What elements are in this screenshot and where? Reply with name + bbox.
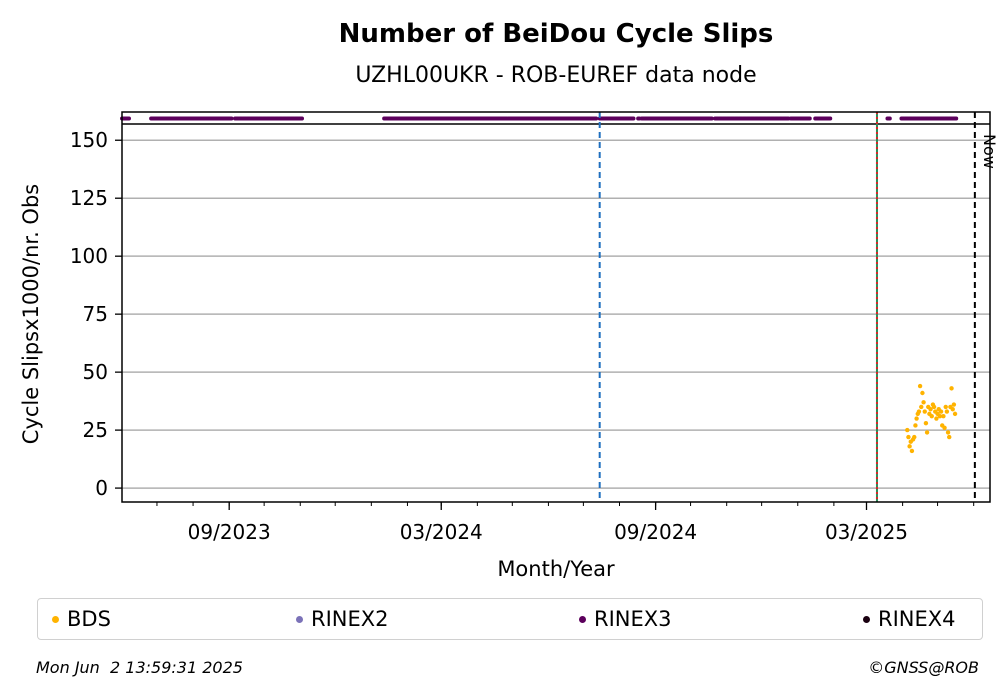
data-point-bds (917, 383, 923, 389)
legend-marker-rinex2 (296, 615, 303, 623)
data-point-bds (942, 425, 947, 430)
chart-subtitle: UZHL00UKR - ROB-EUREF data node (355, 63, 756, 88)
data-point-bds (906, 434, 911, 440)
data-point-bds (907, 444, 912, 449)
data-point-bds (941, 413, 946, 419)
data-point-bds (943, 404, 948, 410)
y-tick-label: 150 (70, 128, 108, 152)
legend-marker-bds (52, 615, 59, 623)
legend-label-bds: BDS (67, 607, 111, 631)
legend-item-bds: BDS (52, 599, 111, 639)
data-point-bds (928, 407, 933, 412)
footer-timestamp: Mon Jun 2 13:59:31 2025 (36, 658, 243, 677)
axes-frame (121, 111, 991, 503)
y-tick-label: 0 (95, 476, 108, 500)
data-point-bds (922, 409, 927, 414)
x-tick-label: 09/2024 (614, 520, 697, 544)
data-point-bds (909, 448, 915, 454)
x-tick-label: 03/2025 (825, 520, 908, 544)
y-tick-label: 100 (70, 244, 108, 268)
x-axis-label: Month/Year (497, 557, 615, 581)
legend-label-rinex3: RINEX3 (594, 607, 672, 631)
data-point-bds (924, 430, 930, 435)
data-point-bds (938, 409, 944, 414)
data-point-bds (923, 420, 929, 426)
data-point-bds (920, 390, 925, 396)
legend-item-rinex2: RINEX2 (296, 599, 389, 639)
x-tick-label: 09/2023 (188, 520, 271, 544)
y-tick-label: 25 (83, 418, 108, 442)
data-point-bds (952, 411, 958, 417)
data-point-bds (916, 409, 922, 414)
data-point-bds (913, 423, 918, 428)
y-axis-label: Cycle Slipsx1000/nr. Obs (19, 184, 43, 444)
y-tick-label: 125 (70, 186, 108, 210)
data-point-bds (929, 413, 934, 419)
data-point-bds (905, 427, 910, 433)
y-tick-label: 75 (83, 302, 108, 326)
data-point-bds (947, 434, 952, 440)
data-point-bds (931, 404, 937, 410)
legend-label-rinex4: RINEX4 (878, 607, 956, 631)
footer-copyright: ©GNSS@ROB (868, 658, 979, 677)
data-point-bds (944, 409, 950, 414)
data-point-bds (914, 416, 919, 421)
data-point-bds (949, 386, 954, 391)
legend-label-rinex2: RINEX2 (311, 607, 389, 631)
legend-marker-rinex3 (579, 615, 586, 623)
data-point-bds (950, 407, 955, 412)
legend-item-rinex4: RINEX4 (863, 599, 956, 639)
y-tick-label: 50 (83, 360, 108, 384)
legend-marker-rinex4 (863, 615, 870, 623)
chart-figure: Number of BeiDou Cycle Slips UZHL00UKR -… (19, 19, 999, 581)
x-tick-label: 03/2024 (400, 520, 483, 544)
data-point-bds (912, 434, 917, 440)
data-point-bds (919, 404, 924, 410)
legend-item-rinex3: RINEX3 (579, 599, 672, 639)
data-point-bds (921, 400, 926, 405)
data-point-bds (945, 430, 951, 435)
legend: BDS RINEX2 RINEX3 RINEX4 (37, 598, 983, 640)
data-point-bds (937, 413, 943, 419)
chart-title: Number of BeiDou Cycle Slips (339, 19, 774, 49)
data-point-bds (934, 416, 939, 421)
plot-area: 0 25 50 75 100 125 150 09/2023 03/2024 09/2024 03/… (70, 111, 999, 544)
data-point-bds (951, 402, 957, 407)
